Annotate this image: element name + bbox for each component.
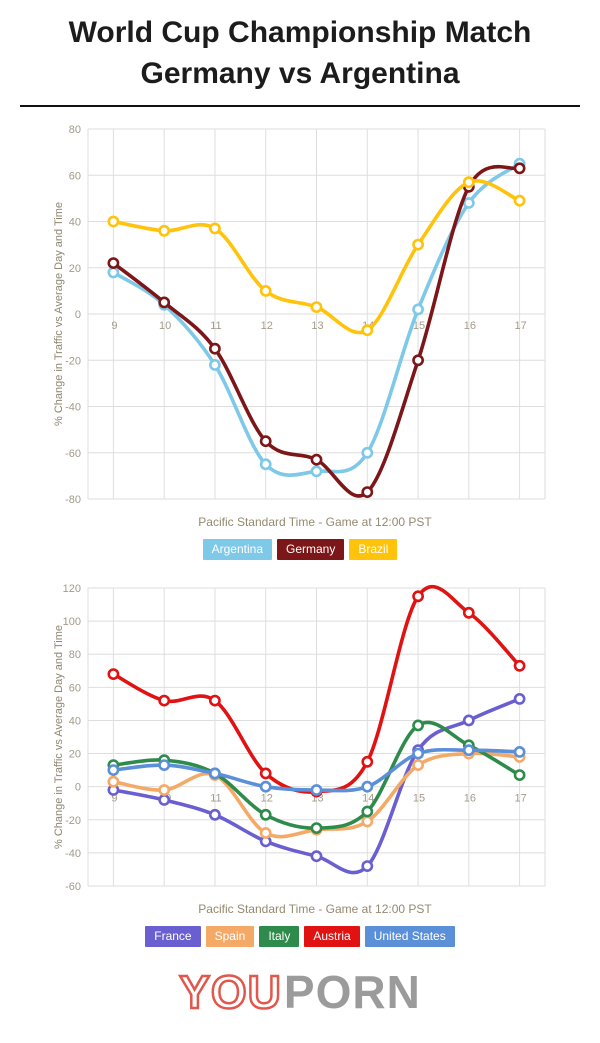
svg-text:20: 20 [69, 748, 81, 760]
svg-text:% Change in Traffic vs Average: % Change in Traffic vs Average Day and T… [53, 625, 65, 849]
top-chart-canvas: -80-60-40-2002040608091011121314151617% … [53, 124, 546, 506]
svg-text:11: 11 [210, 320, 221, 332]
legend-item-united-states: United States [364, 925, 455, 947]
svg-text:80: 80 [69, 124, 81, 136]
svg-text:-80: -80 [65, 494, 81, 506]
chart-section-bottom: -60-40-200204060801001209101112131415161… [0, 574, 600, 947]
chart-section-top: -80-60-40-2002040608091011121314151617% … [0, 115, 600, 560]
top-chart-legend: Argentina Germany Brazil [0, 538, 600, 560]
svg-text:-60: -60 [65, 448, 81, 460]
svg-text:-40: -40 [65, 848, 81, 860]
svg-text:100: 100 [63, 616, 81, 628]
legend-item-germany: Germany [277, 538, 345, 560]
svg-text:16: 16 [464, 792, 476, 804]
bottom-chart-caption: Pacific Standard Time - Game at 12:00 PS… [198, 901, 432, 916]
svg-text:-20: -20 [65, 815, 81, 827]
svg-text:17: 17 [514, 792, 526, 804]
svg-text:9: 9 [111, 792, 117, 804]
bottom-chart-canvas: -60-40-200204060801001209101112131415161… [53, 583, 546, 893]
svg-text:60: 60 [69, 682, 81, 694]
legend-item-argentina: Argentina [202, 538, 272, 560]
infographic-page: World Cup Championship Match Germany vs … [0, 12, 600, 1020]
svg-text:-20: -20 [65, 355, 81, 367]
svg-text:0: 0 [75, 309, 81, 321]
legend-item-spain: Spain [205, 925, 255, 947]
svg-text:11: 11 [210, 792, 221, 804]
svg-text:9: 9 [111, 320, 117, 332]
legend-item-austria: Austria [304, 925, 360, 947]
svg-text:13: 13 [311, 320, 323, 332]
legend-item-france: France [145, 925, 201, 947]
svg-text:15: 15 [413, 320, 425, 332]
logo-part-porn: PORN [283, 965, 421, 1018]
svg-text:40: 40 [69, 216, 81, 228]
svg-text:60: 60 [69, 170, 81, 182]
legend-item-brazil: Brazil [349, 538, 398, 560]
svg-text:15: 15 [413, 792, 425, 804]
legend-item-italy: Italy [259, 925, 300, 947]
page-title-line2: Germany vs Argentina [140, 57, 460, 91]
top-chart-caption: Pacific Standard Time - Game at 12:00 PS… [198, 514, 432, 529]
svg-text:0: 0 [75, 781, 81, 793]
svg-text:120: 120 [63, 583, 81, 595]
svg-text:40: 40 [69, 715, 81, 727]
svg-text:80: 80 [69, 649, 81, 661]
svg-text:20: 20 [69, 263, 81, 275]
title-divider [20, 104, 580, 107]
youporn-logo: YOUPORN [0, 965, 600, 1020]
svg-text:12: 12 [261, 792, 273, 804]
svg-text:-60: -60 [65, 881, 81, 893]
svg-text:12: 12 [261, 320, 273, 332]
page-title-line1: World Cup Championship Match [68, 16, 532, 49]
page-title: World Cup Championship Match Germany vs … [10, 12, 590, 95]
svg-text:17: 17 [514, 320, 526, 332]
bottom-chart-legend: France Spain Italy Austria United States [0, 925, 600, 947]
svg-text:% Change in Traffic vs Average: % Change in Traffic vs Average Day and T… [53, 202, 65, 426]
svg-text:16: 16 [464, 320, 476, 332]
svg-text:10: 10 [159, 320, 171, 332]
svg-text:-40: -40 [65, 401, 81, 413]
svg-text:14: 14 [362, 792, 374, 804]
logo-part-you: YOU [178, 965, 282, 1020]
